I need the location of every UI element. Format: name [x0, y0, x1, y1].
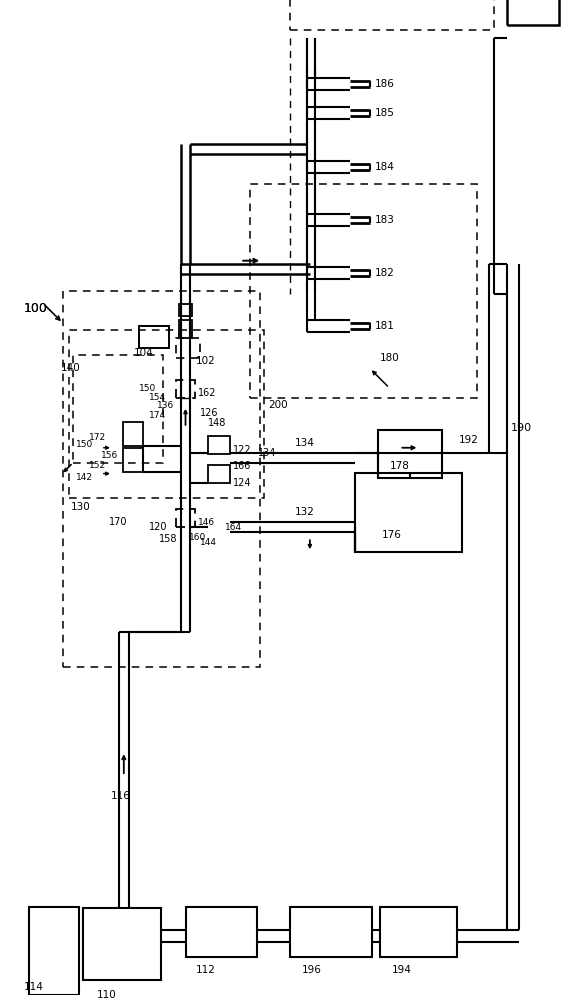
Bar [175, 380, 195, 398]
Text: 136: 136 [156, 401, 174, 410]
Text: 100: 100 [23, 302, 47, 315]
Text: 112: 112 [195, 965, 215, 975]
Text: 194: 194 [391, 965, 411, 975]
Bar [209, 436, 230, 454]
Bar [209, 465, 230, 483]
Text: 181: 181 [375, 321, 394, 331]
Text: 160: 160 [189, 533, 206, 542]
Text: 150: 150 [139, 384, 156, 393]
Bar [378, 430, 442, 478]
Text: 130: 130 [71, 502, 91, 512]
Text: 146: 146 [198, 518, 215, 527]
Text: 178: 178 [390, 461, 409, 471]
Text: 162: 162 [198, 388, 217, 398]
Bar [379, 907, 457, 957]
Bar [175, 509, 195, 527]
Text: 116: 116 [111, 791, 131, 801]
Bar [123, 422, 143, 446]
Text: 144: 144 [201, 538, 217, 547]
Text: 196: 196 [302, 965, 322, 975]
Bar [139, 326, 168, 348]
Text: 154: 154 [148, 393, 166, 402]
Bar [290, 0, 494, 30]
Bar [29, 907, 79, 995]
Text: 134: 134 [258, 448, 277, 458]
Text: 184: 184 [375, 162, 394, 172]
Bar [123, 448, 143, 472]
Text: 148: 148 [209, 418, 227, 428]
Text: 186: 186 [375, 79, 394, 89]
Text: 183: 183 [375, 215, 394, 225]
Bar [69, 330, 264, 497]
Text: 100: 100 [23, 302, 47, 315]
Text: 185: 185 [375, 108, 394, 118]
Bar [179, 320, 193, 338]
Text: 150: 150 [76, 440, 93, 449]
Bar [63, 291, 260, 667]
Text: 172: 172 [89, 433, 106, 442]
Text: 166: 166 [233, 461, 252, 471]
Text: 174: 174 [148, 411, 166, 420]
Text: 176: 176 [382, 530, 402, 540]
Text: 120: 120 [148, 522, 167, 532]
Bar [186, 907, 257, 957]
Text: 132: 132 [295, 507, 315, 517]
Bar [250, 184, 477, 398]
Text: 102: 102 [195, 356, 215, 366]
Text: 180: 180 [379, 353, 399, 363]
Bar [507, 0, 559, 25]
Text: 190: 190 [511, 423, 532, 433]
Bar [355, 473, 462, 552]
Text: 156: 156 [101, 451, 118, 460]
Text: 126: 126 [201, 408, 219, 418]
Bar [179, 304, 193, 316]
Bar [175, 338, 201, 358]
Text: 134: 134 [295, 438, 315, 448]
Text: 200: 200 [268, 400, 288, 410]
Text: 164: 164 [225, 523, 242, 532]
Text: 104: 104 [134, 348, 154, 358]
Text: 170: 170 [109, 517, 127, 527]
Text: 152: 152 [89, 461, 106, 470]
Bar [83, 908, 160, 980]
Text: 114: 114 [23, 982, 43, 992]
Bar [290, 907, 371, 957]
Text: 140: 140 [61, 363, 81, 373]
Text: 192: 192 [459, 435, 479, 445]
Text: 182: 182 [375, 268, 394, 278]
Text: 110: 110 [97, 990, 117, 1000]
Text: 158: 158 [159, 534, 177, 544]
Text: 142: 142 [76, 473, 93, 482]
Text: 124: 124 [233, 478, 252, 488]
Bar [73, 355, 163, 463]
Text: 122: 122 [233, 445, 252, 455]
